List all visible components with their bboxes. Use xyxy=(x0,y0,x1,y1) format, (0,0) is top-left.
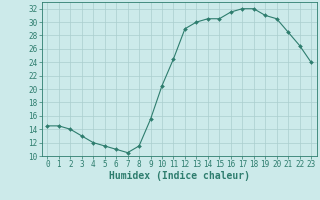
X-axis label: Humidex (Indice chaleur): Humidex (Indice chaleur) xyxy=(109,171,250,181)
